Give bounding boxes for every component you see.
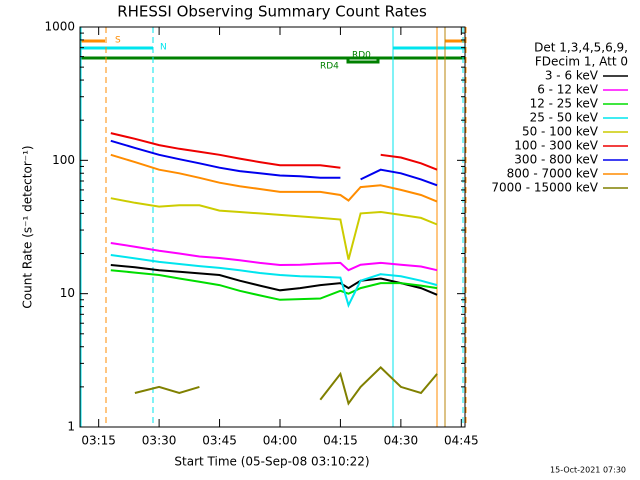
legend-label: 7000 - 15000 keV: [491, 181, 598, 195]
series-line: [110, 132, 438, 171]
y-tick-label: 1: [67, 420, 75, 434]
mode-bars: [80, 27, 467, 427]
y-tick-label: 10: [60, 286, 75, 300]
series-line: [110, 242, 438, 272]
annotation: RD0: [352, 51, 371, 61]
footer: 15-Oct-2021 07:30: [550, 466, 626, 475]
legend-label: 12 - 25 keV: [530, 97, 599, 111]
x-tick-label: 03:30: [142, 434, 177, 448]
series-line: [110, 264, 438, 296]
legend-label: 300 - 800 keV: [514, 153, 598, 167]
series-line: [110, 153, 438, 203]
legend-header: FDecim 1, Att 0: [535, 55, 628, 69]
y-axis-label: Count Rate (s⁻¹ detector⁻¹): [21, 145, 35, 308]
series-line: [134, 366, 438, 406]
x-tick-label: 04:15: [323, 434, 358, 448]
series-line: [110, 269, 438, 301]
legend-header: Det 1,3,4,5,6,9,: [534, 41, 628, 55]
legend-label: 25 - 50 keV: [530, 111, 599, 125]
x-tick-label: 04:45: [444, 434, 479, 448]
x-tick-label: 03:15: [81, 434, 116, 448]
series-line: [110, 197, 438, 260]
annotation: S: [115, 36, 121, 46]
annotation: RD4: [320, 62, 339, 72]
y-tick-label: 1000: [44, 20, 75, 34]
x-tick-label: 04:00: [263, 434, 298, 448]
x-tick-label: 04:30: [384, 434, 419, 448]
chart-title: RHESSI Observing Summary Count Rates: [117, 3, 427, 21]
legend-label: 800 - 7000 keV: [507, 167, 599, 181]
plot-frame: [79, 26, 466, 428]
series-line: [110, 254, 438, 308]
legend-label: 100 - 300 keV: [514, 139, 598, 153]
series-line: [110, 139, 438, 187]
annotation: N: [160, 43, 167, 53]
x-tick-label: 03:45: [202, 434, 237, 448]
x-axis-label: Start Time (05-Sep-08 03:10:22): [174, 455, 369, 469]
y-tick-label: 100: [52, 153, 75, 167]
legend-label: 50 - 100 keV: [522, 125, 599, 139]
legend-label: 3 - 6 keV: [545, 69, 599, 83]
legend-label: 6 - 12 keV: [537, 83, 599, 97]
